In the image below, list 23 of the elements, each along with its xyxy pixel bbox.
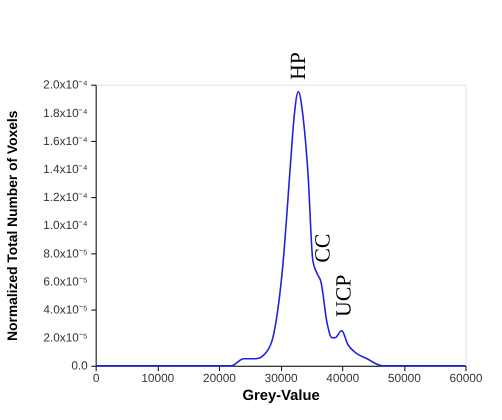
y-tick-label: 4.0x10⁻⁵ <box>43 302 88 317</box>
x-tick-label: 50000 <box>388 371 422 386</box>
x-tick-label: 20000 <box>202 371 236 386</box>
y-tick-label: 1.4x10⁻⁴ <box>43 162 88 176</box>
annotation: CC <box>310 234 334 263</box>
x-tick-label: 40000 <box>326 371 360 386</box>
annotation: HP <box>286 52 310 80</box>
y-tick-label: 1.2x10⁻⁴ <box>43 190 88 204</box>
y-tick-label: 1.6x10⁻⁴ <box>43 134 88 148</box>
y-tick-label: 6.0x10⁻⁵ <box>43 274 88 288</box>
y-tick-label: 1.0x10⁻⁴ <box>43 218 88 232</box>
x-tick-label: 60000 <box>450 371 483 386</box>
y-axis-title: Normalized Total Number of Voxels <box>4 110 20 341</box>
y-tick-label: 0.0 <box>71 358 88 373</box>
x-tick-label: 30000 <box>264 371 298 386</box>
y-tick-label: 8.0x10⁻⁵ <box>43 246 88 260</box>
x-tick-label: 10000 <box>141 371 175 386</box>
y-tick-label: 1.8x10⁻⁴ <box>43 106 88 120</box>
y-tick-label: 2.0x10⁻⁵ <box>43 330 88 345</box>
x-tick-label: 0 <box>92 371 100 386</box>
x-axis-title: Grey-Value <box>242 388 320 404</box>
y-tick-label: 2.0x10⁻⁴ <box>43 78 88 92</box>
annotation: UCP <box>331 274 356 317</box>
